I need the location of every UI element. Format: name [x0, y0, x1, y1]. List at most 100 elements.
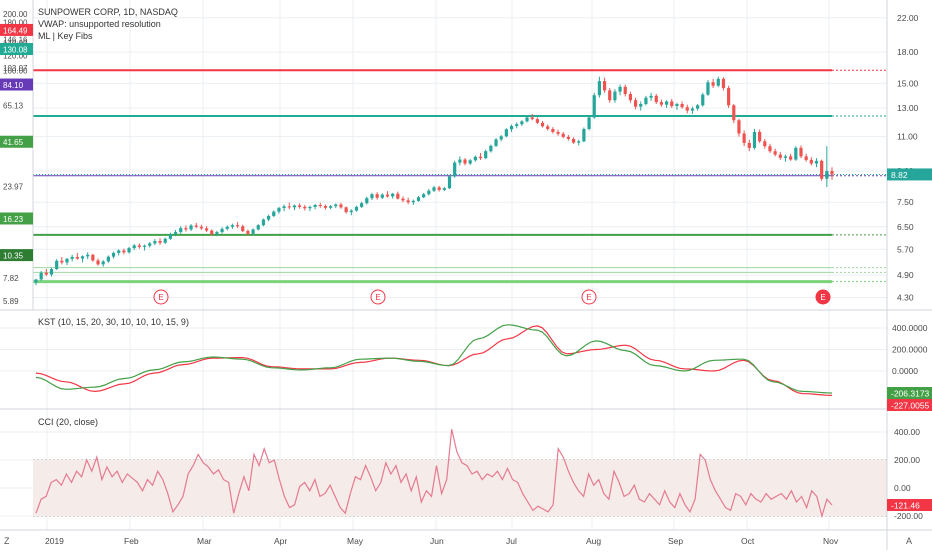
cci-pane[interactable]	[35, 429, 833, 519]
candle-body	[737, 120, 741, 134]
left-level-badge-text: 84.10	[3, 81, 24, 90]
candle-body	[375, 194, 379, 198]
candle-body	[680, 104, 684, 108]
candle	[664, 100, 669, 108]
candle	[458, 156, 462, 166]
candle-body	[199, 226, 204, 229]
candle-body	[220, 228, 224, 233]
candle-body	[582, 128, 586, 142]
candle-body	[690, 108, 695, 111]
candle	[732, 104, 736, 124]
left-level-badge: 10.35	[0, 249, 33, 262]
symbol-title: SUNPOWER CORP, 1D, NASDAQ	[38, 7, 178, 17]
candle	[783, 154, 788, 162]
candle	[499, 135, 503, 142]
kst-pane[interactable]	[35, 324, 833, 396]
candle-body	[701, 94, 705, 106]
candle-body	[272, 211, 276, 217]
candle	[566, 135, 570, 141]
candle	[608, 88, 612, 103]
candle-body	[266, 216, 271, 220]
candle	[184, 225, 188, 232]
candle-body	[442, 188, 446, 190]
candle	[86, 252, 90, 260]
candle	[132, 243, 136, 250]
candle-body	[406, 200, 410, 203]
candle	[313, 204, 317, 210]
candle	[721, 77, 726, 91]
candle-body	[670, 101, 674, 106]
candle-body	[535, 119, 539, 123]
candle-body	[179, 228, 183, 233]
candle	[602, 77, 607, 93]
kst-tick-label: 200.0000	[892, 345, 928, 355]
kst-value-badge: -227.0055	[887, 399, 932, 411]
candle	[70, 254, 74, 262]
candle	[468, 159, 472, 165]
candle	[117, 249, 121, 256]
earnings-marker-label: E	[586, 293, 591, 302]
candle	[246, 229, 250, 236]
candle-body	[489, 145, 493, 152]
candle-body	[91, 254, 95, 261]
time-tick-label: Jun	[430, 536, 444, 546]
candle-body	[618, 86, 622, 92]
left-level-badge-bg	[0, 249, 33, 262]
candle-body	[778, 154, 782, 158]
candle-body	[809, 159, 813, 164]
candle-body	[711, 82, 715, 86]
candle-body	[323, 205, 328, 208]
left-level-badge-bg	[0, 135, 33, 148]
candle	[308, 205, 312, 212]
candle	[225, 225, 229, 231]
candle-body	[432, 187, 436, 191]
candle	[210, 229, 214, 236]
candle	[334, 203, 338, 209]
candle-body	[339, 204, 343, 208]
corner-right-label[interactable]: A	[906, 536, 912, 546]
candle-body	[60, 260, 64, 263]
candle	[298, 203, 302, 209]
candle	[649, 92, 653, 101]
horizontal-levels[interactable]	[33, 69, 887, 284]
left-tick-label: 100.00	[3, 66, 28, 75]
candles[interactable]	[34, 76, 834, 286]
candle	[370, 192, 374, 200]
price-tick-label: 4.30	[897, 293, 914, 303]
candle	[303, 205, 307, 211]
left-price-axis[interactable]: 200.00180.00146.16140.00120.00103.07100.…	[0, 10, 33, 306]
left-tick-label: 120.00	[3, 52, 28, 61]
corner-left-label[interactable]: Z	[4, 536, 10, 546]
left-level-badge-bg	[0, 23, 33, 36]
candle	[680, 101, 684, 109]
candle-body	[106, 256, 110, 262]
candle	[251, 228, 255, 235]
earnings-marker: E	[581, 289, 597, 305]
candle-body	[75, 256, 79, 259]
left-level-badge-bg	[0, 212, 33, 225]
time-tick-label: May	[347, 536, 364, 546]
left-level-badge-bg	[0, 78, 33, 91]
cci-band	[33, 460, 887, 516]
candle	[825, 146, 829, 187]
kst-tick-label: 0.0000	[892, 366, 918, 376]
candle	[391, 192, 395, 199]
price-tick-label: 7.50	[897, 197, 914, 207]
candle-body	[732, 105, 736, 121]
candle-body	[613, 91, 617, 101]
left-tick-label: 23.97	[3, 183, 24, 192]
candle-body	[277, 208, 281, 212]
right-price-axis[interactable]: 22.0018.0015.0013.0011.009.007.506.505.7…	[887, 13, 932, 521]
time-axis[interactable]: 2019 Feb Mar Apr May Jun Jul Aug Sep Oct Nov	[45, 536, 839, 546]
candle-body	[685, 107, 689, 111]
cci-line	[35, 429, 833, 519]
candle	[701, 92, 705, 107]
candle-body	[602, 81, 607, 91]
candle-body	[189, 225, 193, 230]
candle	[360, 201, 364, 209]
candle	[587, 116, 591, 131]
candle-body	[675, 104, 679, 106]
